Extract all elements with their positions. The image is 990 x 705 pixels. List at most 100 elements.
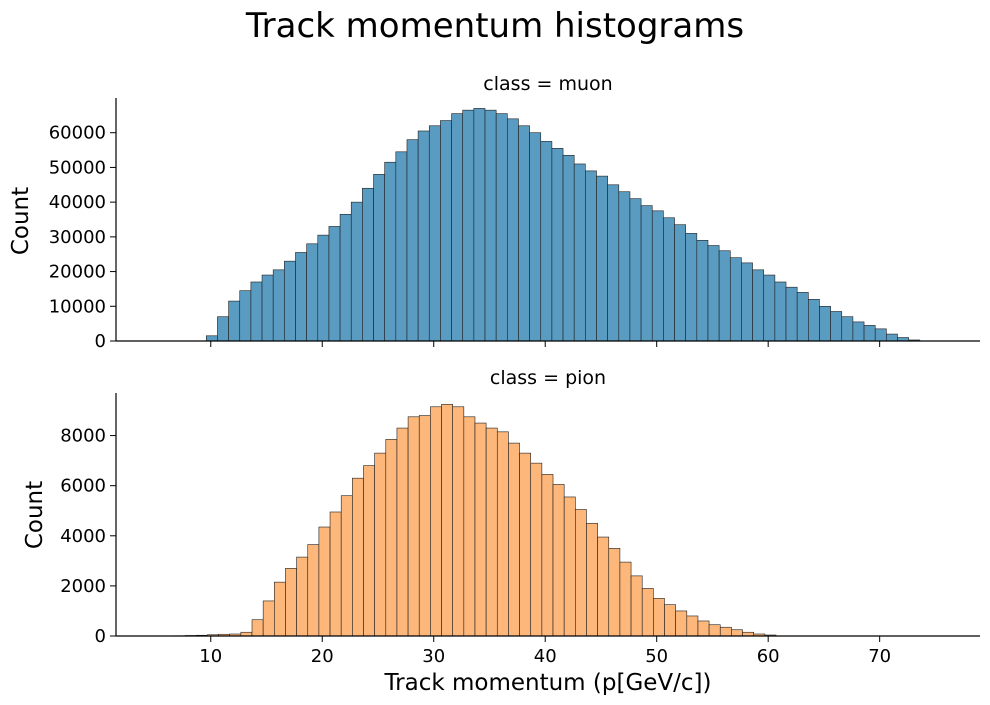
pion-y-tick-label: 8000 <box>60 426 106 447</box>
pion-bar <box>318 526 331 637</box>
pion-bar <box>630 575 643 637</box>
muon-bar <box>852 321 865 342</box>
pion-bar <box>307 544 320 637</box>
muon-bar <box>551 148 564 342</box>
pion-bar <box>285 568 297 637</box>
muon-bar <box>874 328 887 342</box>
figure-title: Track momentum histograms <box>245 6 744 46</box>
pion-panel-title: class = pion <box>490 367 606 389</box>
x-tick-labels: 10 20 30 40 50 60 70 <box>199 646 891 667</box>
muon-bar <box>317 234 330 342</box>
muon-bar <box>685 233 698 342</box>
pion-bar <box>597 536 610 637</box>
pion-bar <box>340 495 353 637</box>
pion-bar <box>541 474 554 637</box>
muon-bar <box>395 151 408 342</box>
pion-bar <box>508 442 520 637</box>
muon-y-tick-label: 30000 <box>49 227 106 248</box>
muon-bar <box>462 109 475 342</box>
pion-bar <box>496 431 509 637</box>
muon-y-axis-label: Count <box>8 187 34 255</box>
pion-bar <box>374 452 387 637</box>
muon-bar <box>741 262 753 342</box>
pion-bar <box>719 626 732 637</box>
x-tick-label: 20 <box>311 646 334 667</box>
pion-bar <box>686 615 699 637</box>
pion-panel: class = pion 0 2000 4000 6000 8000 Count <box>22 367 980 647</box>
x-tick-label: 40 <box>534 646 557 667</box>
muon-bar <box>417 130 430 342</box>
pion-bar <box>474 422 487 637</box>
pion-bar <box>363 465 375 637</box>
muon-bar <box>785 286 798 342</box>
muon-bar <box>718 250 731 342</box>
muon-panel: class = muon 0 10000 20000 30000 40000 50000 6… <box>8 73 980 352</box>
muon-bar <box>206 335 218 342</box>
pion-bar <box>329 511 342 637</box>
pion-y-ticks: 0 2000 4000 6000 8000 <box>60 426 116 647</box>
pion-y-tick-label: 6000 <box>60 476 106 497</box>
muon-bar <box>841 316 854 342</box>
x-tick-label: 70 <box>868 646 891 667</box>
muon-y-tick-label: 10000 <box>49 296 106 317</box>
muon-bar <box>272 269 285 342</box>
muon-bar <box>406 139 419 342</box>
muon-bars <box>206 108 921 342</box>
muon-bar <box>339 213 352 342</box>
muon-bar <box>674 224 686 342</box>
pion-bar <box>731 629 743 637</box>
muon-bar <box>796 292 809 342</box>
muon-y-tick-label: 50000 <box>49 157 106 178</box>
pion-bar <box>519 452 532 637</box>
muon-bar <box>228 300 241 342</box>
muon-bar <box>729 257 742 342</box>
muon-bar <box>707 245 720 342</box>
muon-bar <box>651 210 664 342</box>
muon-y-ticks: 0 10000 20000 30000 40000 50000 60000 <box>49 123 116 352</box>
muon-bar <box>819 305 831 342</box>
muon-bar <box>629 198 642 342</box>
muon-bar <box>808 299 820 342</box>
muon-bar <box>596 175 608 342</box>
muon-bar <box>607 184 620 342</box>
muon-bar <box>830 311 843 342</box>
muon-y-tick-label: 20000 <box>49 262 106 283</box>
pion-bar <box>552 484 565 637</box>
pion-bar <box>463 416 476 637</box>
pion-bar <box>296 556 309 637</box>
pion-bar <box>575 509 587 637</box>
muon-bar <box>540 141 553 342</box>
pion-bar <box>653 598 665 637</box>
muon-bar <box>640 205 653 342</box>
muon-bar <box>863 325 876 342</box>
pion-bar <box>675 610 688 637</box>
pion-bar <box>586 522 598 637</box>
pion-x-tick-marks <box>210 636 881 642</box>
muon-bar <box>886 333 898 342</box>
muon-bar <box>328 226 341 342</box>
muon-bar <box>484 109 497 342</box>
pion-bar <box>452 406 465 637</box>
muon-x-tick-marks <box>210 341 881 347</box>
x-tick-label: 10 <box>199 646 222 667</box>
muon-bar <box>763 274 776 342</box>
pion-bars <box>173 403 777 637</box>
pion-bar <box>641 588 654 637</box>
pion-y-axis-label: Count <box>22 481 48 549</box>
muon-bar <box>451 113 464 342</box>
pion-bar <box>530 462 543 637</box>
muon-bar <box>752 269 765 342</box>
muon-bar <box>384 161 397 342</box>
muon-bar <box>507 118 519 342</box>
pion-bar <box>352 477 364 637</box>
muon-bar <box>495 113 508 342</box>
pion-bar <box>385 439 398 637</box>
muon-bar <box>518 125 530 342</box>
muon-panel-title: class = muon <box>483 73 612 95</box>
pion-y-tick-label: 4000 <box>60 526 106 547</box>
muon-y-tick-label: 0 <box>95 331 106 352</box>
pion-bar <box>407 416 420 637</box>
pion-bar <box>619 561 632 637</box>
pion-bar <box>274 581 286 637</box>
muon-bar <box>696 240 709 342</box>
